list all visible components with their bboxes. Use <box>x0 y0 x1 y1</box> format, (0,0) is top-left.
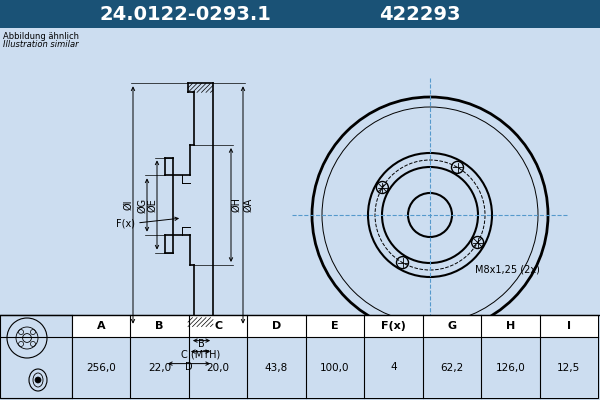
Text: ØG: ØG <box>137 198 147 212</box>
Circle shape <box>35 377 41 383</box>
Text: 62,2: 62,2 <box>440 362 464 372</box>
Text: 12,5: 12,5 <box>557 362 580 372</box>
Text: 43,8: 43,8 <box>265 362 288 372</box>
Text: ØI: ØI <box>123 200 133 210</box>
Bar <box>0 315 598 398</box>
Text: D: D <box>185 362 193 372</box>
Text: H: H <box>506 321 515 331</box>
Text: D: D <box>272 321 281 331</box>
Bar <box>72 337 598 398</box>
Text: 22,0: 22,0 <box>148 362 171 372</box>
Text: ØH: ØH <box>231 198 241 212</box>
Text: ØE: ØE <box>147 198 157 212</box>
Text: A: A <box>97 321 106 331</box>
Text: I: I <box>567 321 571 331</box>
Text: C (MTH): C (MTH) <box>181 350 220 360</box>
Bar <box>0 315 72 398</box>
Text: G: G <box>448 321 457 331</box>
Text: M8x1,25 (2x): M8x1,25 (2x) <box>475 265 540 275</box>
Text: B: B <box>198 338 205 348</box>
Text: Abbildung ähnlich: Abbildung ähnlich <box>3 32 79 41</box>
Text: C: C <box>214 321 222 331</box>
Text: 100,0: 100,0 <box>320 362 350 372</box>
Text: E: E <box>331 321 339 331</box>
Text: 126,0: 126,0 <box>496 362 525 372</box>
Text: 20,0: 20,0 <box>206 362 230 372</box>
Text: Illustration similar: Illustration similar <box>3 40 79 49</box>
Text: 422293: 422293 <box>379 4 461 24</box>
Text: F(x): F(x) <box>116 218 135 228</box>
Text: 4: 4 <box>390 362 397 372</box>
Text: 24.0122-0293.1: 24.0122-0293.1 <box>99 4 271 24</box>
Text: ØA: ØA <box>243 198 253 212</box>
Bar <box>72 315 598 337</box>
Bar <box>0 0 600 28</box>
Text: F(x): F(x) <box>381 321 406 331</box>
Text: 256,0: 256,0 <box>86 362 116 372</box>
Text: B: B <box>155 321 164 331</box>
